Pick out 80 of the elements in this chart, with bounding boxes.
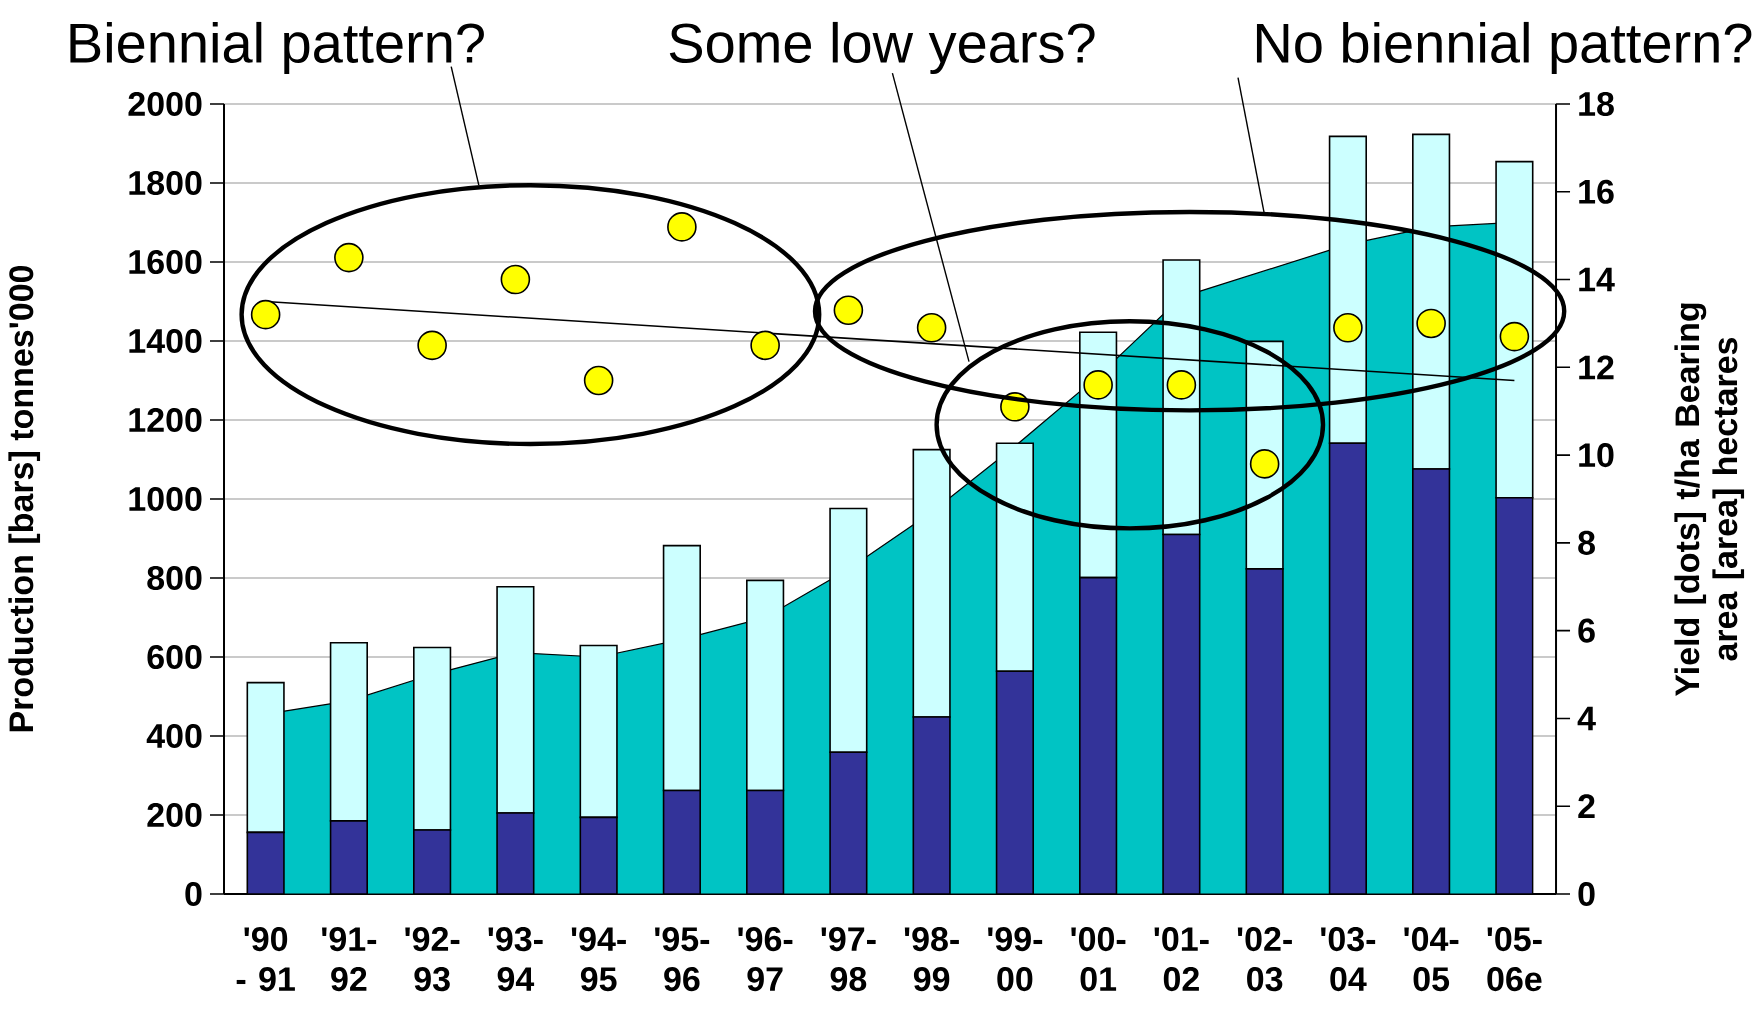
point <box>667 212 697 242</box>
point <box>1333 313 1363 343</box>
y2-tick-label: 0 <box>1578 881 1595 907</box>
x-tick-label: '03-04 <box>1321 927 1376 992</box>
bar <box>829 751 868 894</box>
y2-tick-label: 10 <box>1579 443 1614 468</box>
point <box>500 264 531 295</box>
bar <box>829 507 868 753</box>
point <box>1249 449 1280 479</box>
y-tick-label: 1000 <box>129 486 202 512</box>
bar <box>496 585 535 814</box>
x-tick-label: '04-05 <box>1404 927 1459 992</box>
x-tick-label: '93-94 <box>488 927 543 992</box>
y-tick-label: 400 <box>146 723 202 749</box>
point <box>583 365 614 396</box>
point <box>1166 370 1197 400</box>
text: No biennial pattern? <box>1256 21 1752 75</box>
y-tick-label: 0 <box>185 881 202 907</box>
bar <box>1412 468 1451 894</box>
x-tick-label: '95-96 <box>655 927 710 992</box>
x-tick-label: '00-01 <box>1071 927 1126 992</box>
y-tick-label: 2000 <box>128 91 202 117</box>
x-tick-label: '05-06e <box>1487 927 1542 992</box>
y2-tick-label: 8 <box>1578 530 1595 555</box>
y-tick-label: 600 <box>147 644 202 670</box>
y-tick-label: 1800 <box>129 170 202 196</box>
bar <box>496 812 535 894</box>
point <box>250 299 281 330</box>
y2-tick-label: 18 <box>1579 91 1614 117</box>
point <box>417 330 447 361</box>
y2-tick-label: 6 <box>1578 618 1595 643</box>
y-tick-label: 1400 <box>129 328 202 354</box>
x-tick-label: '01-02 <box>1154 927 1209 992</box>
bar <box>995 670 1034 894</box>
y-tick-label: 1200 <box>129 407 202 433</box>
x-tick-label: '94-95 <box>571 927 626 992</box>
y-tick-label: 800 <box>147 565 202 591</box>
y-tick-label: 200 <box>147 802 202 828</box>
point <box>750 330 780 361</box>
x-tick-label: '92-93 <box>405 927 460 992</box>
x-tick-label: '91-92 <box>322 927 377 992</box>
x-tick-label: '02-03 <box>1237 927 1292 992</box>
bar <box>1162 533 1201 894</box>
y-tick-label: 1600 <box>129 249 202 275</box>
y-axis-title: Production [bars] tonnes'000 <box>8 265 41 732</box>
point <box>334 242 364 273</box>
bar <box>329 820 368 894</box>
y2-tick-label: 16 <box>1579 179 1614 204</box>
bar <box>746 579 785 792</box>
bar <box>662 544 701 792</box>
bar <box>579 816 618 894</box>
bar <box>1079 576 1118 894</box>
point <box>1083 370 1113 400</box>
y2-axis-title: Yield [dots] t/ha Bearing area [area] hectares <box>1674 303 1745 697</box>
bar <box>1245 568 1284 894</box>
bar <box>579 644 618 819</box>
x-tick-label: '96-97 <box>738 927 793 992</box>
y2-tick-label: 2 <box>1578 794 1595 819</box>
x-tick-label: '90 - 91 <box>236 927 295 992</box>
x-tick-label: '98-99 <box>904 927 959 992</box>
bar <box>1328 442 1367 894</box>
y2-tick-label: 4 <box>1577 706 1596 731</box>
bar <box>1495 497 1534 894</box>
point <box>1499 321 1530 352</box>
y2-tick-label: 14 <box>1579 267 1615 292</box>
point <box>833 295 864 326</box>
bar <box>912 716 951 894</box>
bar <box>329 641 368 822</box>
point <box>1416 308 1446 339</box>
x-tick-label: '99-00 <box>988 927 1043 992</box>
text: Biennial pattern? <box>70 21 484 75</box>
bar <box>246 831 285 894</box>
bar <box>662 789 701 894</box>
text: Some low years? <box>669 21 1095 75</box>
x-tick-label: '97-98 <box>821 927 876 992</box>
bar <box>413 646 452 831</box>
point <box>916 313 947 343</box>
bar <box>413 829 452 894</box>
y2-tick-label: 12 <box>1579 355 1614 380</box>
bar <box>746 789 785 894</box>
